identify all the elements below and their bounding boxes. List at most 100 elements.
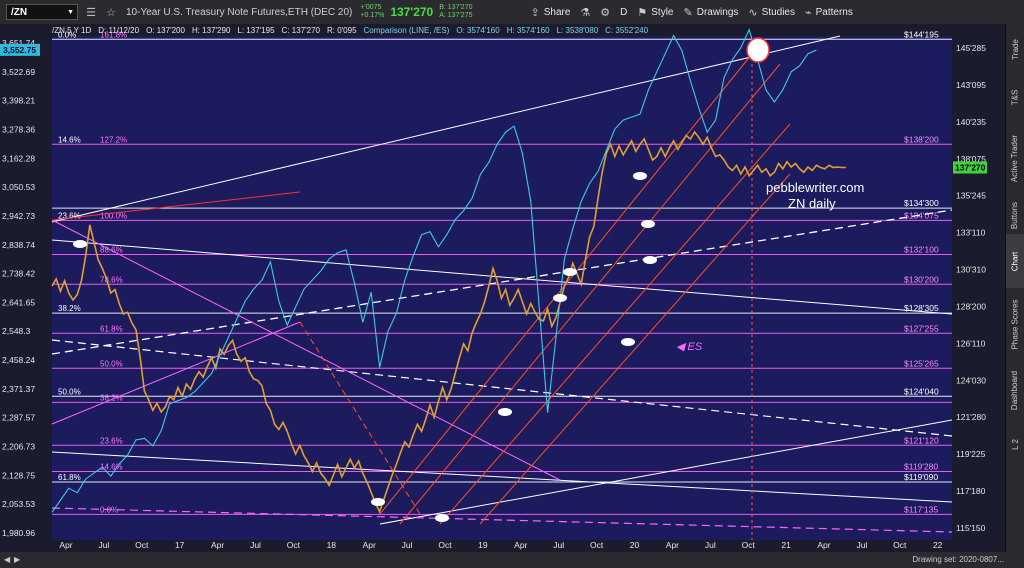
style-icon: ⚑ <box>637 6 648 19</box>
left-axis-tick: 2,458.24 <box>2 355 35 365</box>
x-axis-tick: 21 <box>781 540 791 550</box>
channel-red-dashed <box>299 321 421 515</box>
sidebar-tab-label: Phase Scores <box>1010 299 1020 349</box>
patterns-button[interactable]: ⌁ Patterns <box>805 6 853 19</box>
right-axis-tick: 126'110 <box>956 338 986 348</box>
zn-price-line <box>51 130 846 514</box>
change-percent: +0.17% <box>360 12 385 19</box>
sidebar-tab-label: Buttons <box>1010 201 1020 229</box>
pivot-marker <box>633 172 647 180</box>
studies-label: Studies <box>761 6 795 18</box>
pivot-marker <box>435 514 449 522</box>
bid-ask-block: B: 137'270 A: 137'275 <box>439 4 472 20</box>
price-chart[interactable]: 3,651.74 3,522.69 3,398.21 3,278.36 3,162.28… <box>0 24 1006 552</box>
patterns-icon: ⌁ <box>804 6 812 19</box>
x-axis-tick: 18 <box>327 540 337 550</box>
ask-price: A: 137'275 <box>439 12 473 19</box>
left-axis-tick: 2,053.53 <box>2 499 35 509</box>
gear-button[interactable]: ⚙ <box>600 6 610 19</box>
right-axis-tick: 130'310 <box>956 265 986 275</box>
symbol-input[interactable]: /ZN ▼ <box>6 4 78 20</box>
right-axis-tick: 138'075 <box>956 154 986 164</box>
studies-button[interactable]: ∿ Studies <box>748 6 795 19</box>
fib-pct-label: 61.8% <box>100 324 123 333</box>
channel-red-4 <box>479 173 791 525</box>
fib-left-label: 61.8% <box>58 473 81 482</box>
sidebar-tab-active-trader[interactable]: Active Trader <box>1006 120 1024 196</box>
fib-price-label: $119'280 <box>904 462 938 472</box>
sidebar-tab-buttons[interactable]: Buttons <box>1006 198 1024 232</box>
sidebar-tab-label: Chart <box>1010 251 1020 271</box>
pivot-marker <box>371 498 385 506</box>
chevron-down-icon[interactable]: ▼ <box>67 8 74 16</box>
x-axis-tick: Oct <box>438 540 452 550</box>
x-axis-tick: 22 <box>933 540 943 550</box>
drawing-set-label[interactable]: Drawing set: 2020-0807... <box>912 555 1004 564</box>
share-icon: ⇪ <box>530 6 540 19</box>
left-axis-highlight-label: 3,552.75 <box>3 45 36 55</box>
star-icon[interactable]: ☆ <box>106 6 116 19</box>
right-axis-tick: 143'095 <box>956 80 986 90</box>
menu-icon[interactable]: ☰ <box>86 6 96 19</box>
chart-toolbar: /ZN ▼ ☰ ☆ 10-Year U.S. Treasury Note Futu… <box>0 0 1024 25</box>
pivot-marker <box>553 294 567 302</box>
fib-left-label: 38.2% <box>58 304 81 313</box>
left-axis-tick: 1,980.96 <box>2 528 35 538</box>
left-axis-tick: 3,522.69 <box>2 67 35 77</box>
drawings-button[interactable]: ✎ Drawings <box>684 6 739 19</box>
pivot-marker <box>643 256 657 264</box>
fib-price-label: $121'120 <box>904 435 939 445</box>
fib-pct-label: 100.0% <box>100 211 127 220</box>
trendline-upper <box>51 35 841 223</box>
info-cmp-high: H: 3574'160 <box>506 26 550 35</box>
sidebar-tab-chart[interactable]: Chart <box>1006 234 1024 288</box>
last-price-marker <box>953 161 987 174</box>
patterns-label: Patterns <box>815 6 853 18</box>
flask-button[interactable]: ⚗ <box>580 6 590 19</box>
interval-button[interactable]: D <box>620 7 627 18</box>
share-button[interactable]: ⇪ Share <box>531 6 571 19</box>
left-axis-tick: 3,398.21 <box>2 96 35 106</box>
watermark-site: pebblewriter.com <box>766 180 864 195</box>
sidebar-tab-l-2[interactable]: L 2 <box>1006 424 1024 464</box>
style-label: Style <box>651 6 674 18</box>
fib-pct-label: 23.6% <box>100 436 123 445</box>
last-price-label: 137'270 <box>955 163 986 173</box>
info-close: C: 137'270 <box>281 26 320 35</box>
interval-label: D <box>620 6 628 18</box>
gear-icon: ⚙ <box>600 6 611 19</box>
info-cmp-close: C: 3552'240 <box>605 26 649 35</box>
pivot-marker <box>563 268 577 276</box>
symbol-text: /ZN <box>11 6 28 18</box>
fib-left-label: 0.0% <box>58 30 76 39</box>
share-label: Share <box>543 6 571 18</box>
fib-left-label: 14.6% <box>58 135 81 144</box>
style-button[interactable]: ⚑ Style <box>637 6 673 19</box>
fib-price-label: $128'305 <box>904 303 939 313</box>
fib-price-label: $125'265 <box>904 358 939 368</box>
x-axis-tick: Jul <box>856 540 867 550</box>
channel-red-3 <box>439 123 791 525</box>
channel-red-2 <box>399 63 781 525</box>
fib-price-label: $130'200 <box>904 274 939 284</box>
x-axis-tick: Oct <box>742 540 756 550</box>
sidebar-tab-t-s[interactable]: T&S <box>1006 76 1024 118</box>
fib-price-label: $119'090 <box>904 472 938 482</box>
arrow-right-icon[interactable]: ▶ <box>14 555 21 564</box>
sidebar-tab-phase-scores[interactable]: Phase Scores <box>1006 292 1024 356</box>
sidebar-tab-dashboard[interactable]: Dashboard <box>1006 358 1024 422</box>
x-axis-tick: Apr <box>59 540 72 550</box>
fib-left-label: 50.0% <box>58 387 81 396</box>
right-axis-tick: 119'225 <box>956 449 986 459</box>
pencil-icon: ✎ <box>683 6 693 19</box>
sidebar-tab-label: L 2 <box>1010 438 1020 450</box>
pivot-marker <box>498 408 512 416</box>
sidebar-tab-trade[interactable]: Trade <box>1006 24 1024 74</box>
arrow-left-icon[interactable]: ◀ <box>4 555 11 564</box>
es-comparison-line <box>51 28 817 513</box>
x-axis-tick: 19 <box>478 540 488 550</box>
fib-pct-label: 50.0% <box>100 359 123 368</box>
info-low: L: 137'195 <box>237 26 275 35</box>
fib-price-label: $144'195 <box>904 29 939 39</box>
